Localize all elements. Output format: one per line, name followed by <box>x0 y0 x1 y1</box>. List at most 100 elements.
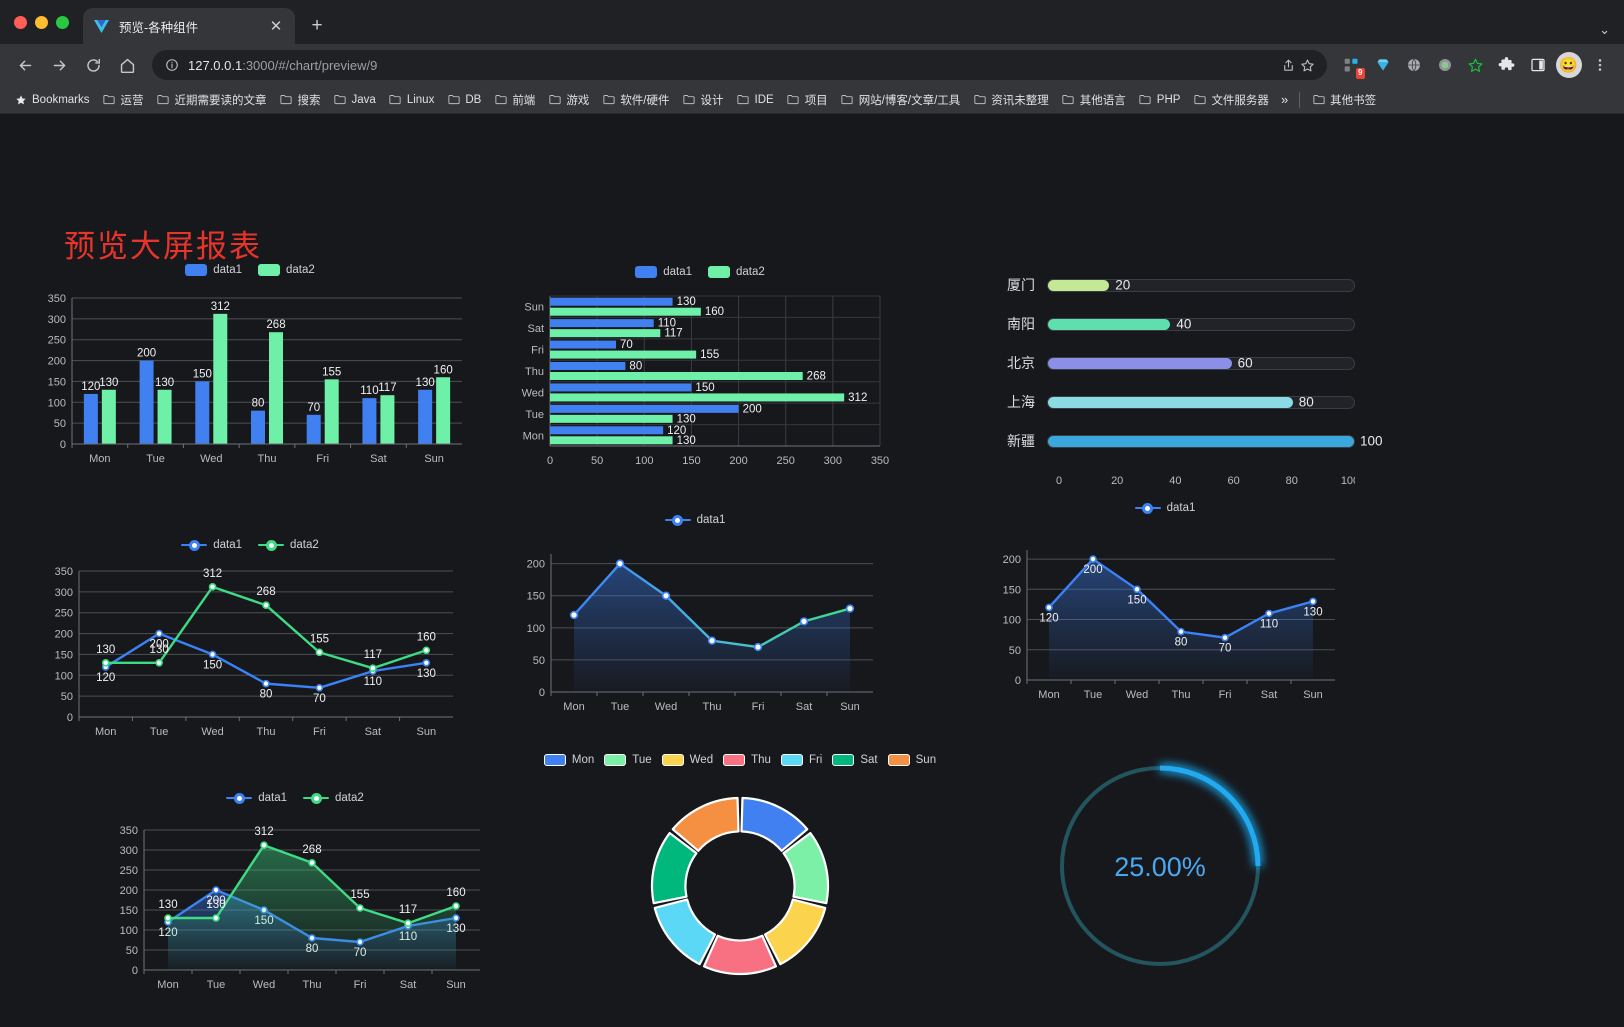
legend-item-data1[interactable]: data1 <box>1134 502 1195 514</box>
bookmark-folder-11[interactable]: 项目 <box>781 89 834 111</box>
legend-item-data1[interactable]: data1 <box>635 266 692 278</box>
progress-fill <box>1048 435 1354 447</box>
bookmark-folder-label: 游戏 <box>566 94 590 107</box>
svg-text:130: 130 <box>677 435 696 447</box>
bookmark-folder-12[interactable]: 网站/博客/文章/工具 <box>835 89 967 111</box>
svg-text:80: 80 <box>1286 475 1298 487</box>
address-bar[interactable]: 127.0.0.1:3000/#/chart/preview/9 <box>152 50 1327 80</box>
svg-text:Fri: Fri <box>313 726 326 738</box>
svg-text:80: 80 <box>629 361 642 373</box>
svg-text:268: 268 <box>256 586 275 598</box>
reload-button[interactable] <box>78 50 108 80</box>
svg-text:150: 150 <box>48 376 66 388</box>
legend-item-data2[interactable]: data2 <box>303 792 364 804</box>
progress-row-4: 新疆 100 <box>995 428 1383 454</box>
bookmark-folder-5[interactable]: DB <box>441 90 487 109</box>
kebab-menu-icon[interactable] <box>1585 51 1614 80</box>
new-tab-button[interactable]: + <box>311 15 323 36</box>
svg-text:80: 80 <box>1175 637 1188 649</box>
bookmark-folder-16[interactable]: 文件服务器 <box>1187 89 1275 111</box>
bookmark-folder-2[interactable]: 搜索 <box>274 89 327 111</box>
svg-text:300: 300 <box>55 587 73 599</box>
gauge-plot: 25.00% <box>1060 765 1261 966</box>
svg-text:Fri: Fri <box>531 345 544 357</box>
svg-text:117: 117 <box>664 328 682 340</box>
bookmark-folder-15[interactable]: PHP <box>1133 90 1187 109</box>
bookmarks-divider <box>1299 91 1301 108</box>
legend-item-sun[interactable]: Sun <box>887 754 936 766</box>
legend-item-data2[interactable]: data2 <box>258 539 319 551</box>
legend-swatch-data2 <box>708 266 730 278</box>
progress-rows: 厦门 20 南阳 40 北京 60 上海 80 新疆 100 <box>995 272 1383 454</box>
close-window-button[interactable] <box>14 15 27 29</box>
globe-icon[interactable] <box>1399 51 1428 80</box>
progress-value: 60 <box>1237 355 1253 371</box>
info-circle-icon[interactable] <box>164 58 179 73</box>
bookmarks-overflow-button[interactable]: » <box>1280 92 1289 107</box>
minimize-window-button[interactable] <box>35 15 48 29</box>
bookmarks-root[interactable]: Bookmarks <box>8 90 96 109</box>
legend-item-wed[interactable]: Wed <box>661 754 713 766</box>
bookmark-folder-8[interactable]: 软件/硬件 <box>596 89 675 111</box>
legend-item-data1[interactable]: data1 <box>226 792 287 804</box>
legend-item-tue[interactable]: Tue <box>604 754 652 766</box>
svg-text:155: 155 <box>700 349 719 361</box>
other-bookmarks-folder[interactable]: 其他书签 <box>1306 89 1382 111</box>
svg-text:Sun: Sun <box>416 726 436 738</box>
bookmark-folder-1[interactable]: 近期需要读的文章 <box>151 89 273 111</box>
progress-row-3: 上海 80 <box>995 389 1355 415</box>
progress-label: 新疆 <box>1007 434 1035 450</box>
share-icon[interactable] <box>1281 58 1296 73</box>
bookmark-folder-3[interactable]: Java <box>328 90 382 109</box>
legend-item-data1[interactable]: data1 <box>185 264 242 276</box>
legend-label-data1: data1 <box>696 514 726 526</box>
legend-item-data2[interactable]: data2 <box>258 264 315 276</box>
puzzle-icon[interactable] <box>1492 51 1521 80</box>
browser-tab[interactable]: 预览-各种组件 ✕ <box>83 8 295 44</box>
legend-item-data2[interactable]: data2 <box>708 266 765 278</box>
diamond-icon[interactable] <box>1368 51 1397 80</box>
legend-item-mon[interactable]: Mon <box>543 754 594 766</box>
legend-item-sat[interactable]: Sat <box>832 754 878 766</box>
bookmark-folder-10[interactable]: IDE <box>731 90 780 109</box>
svg-text:70: 70 <box>313 693 326 705</box>
circle-icon[interactable] <box>1430 51 1459 80</box>
chevron-down-icon[interactable]: ⌄ <box>1599 22 1610 37</box>
bookmark-folder-0[interactable]: 运营 <box>97 89 150 111</box>
bookmark-folder-6[interactable]: 前端 <box>488 89 541 111</box>
svg-text:200: 200 <box>206 895 225 907</box>
home-button[interactable] <box>112 50 142 80</box>
progress-label: 厦门 <box>1007 278 1035 294</box>
bookmark-folder-label: Linux <box>406 93 435 106</box>
legend-item-data1[interactable]: data1 <box>664 514 726 526</box>
close-tab-button[interactable]: ✕ <box>269 17 283 35</box>
svg-text:160: 160 <box>434 364 453 376</box>
legend-item-fri[interactable]: Fri <box>780 754 822 766</box>
bookmark-folder-label: 近期需要读的文章 <box>174 94 267 107</box>
svg-text:25.00%: 25.00% <box>1114 852 1206 882</box>
folder-icon <box>447 93 460 106</box>
svg-text:200: 200 <box>48 356 66 368</box>
svg-text:312: 312 <box>254 826 273 838</box>
bookmark-folder-7[interactable]: 游戏 <box>542 89 595 111</box>
back-button[interactable] <box>10 50 40 80</box>
avatar[interactable]: 😀 <box>1554 51 1583 80</box>
svg-text:Sat: Sat <box>796 701 813 713</box>
sidepanel-icon[interactable] <box>1523 51 1552 80</box>
bookmark-folder-14[interactable]: 其他语言 <box>1056 89 1132 111</box>
bookmark-star-icon[interactable] <box>1300 58 1315 73</box>
svg-text:100: 100 <box>527 623 545 635</box>
legend-marker-data2 <box>258 539 284 551</box>
legend-item-data1[interactable]: data1 <box>181 539 242 551</box>
maximize-window-button[interactable] <box>56 15 69 29</box>
progress-value: 100 <box>1360 433 1383 449</box>
legend-swatch-wed <box>661 754 684 766</box>
legend-item-thu[interactable]: Thu <box>723 754 771 766</box>
forward-button[interactable] <box>44 50 74 80</box>
svg-text:Sun: Sun <box>446 979 466 991</box>
bookmark-folder-13[interactable]: 资讯未整理 <box>967 89 1055 111</box>
extensions-grid-icon[interactable]: 9 <box>1337 51 1366 80</box>
bookmark-folder-4[interactable]: Linux <box>383 90 441 109</box>
bookmark-folder-9[interactable]: 设计 <box>677 89 730 111</box>
star-outline-icon[interactable] <box>1461 51 1490 80</box>
